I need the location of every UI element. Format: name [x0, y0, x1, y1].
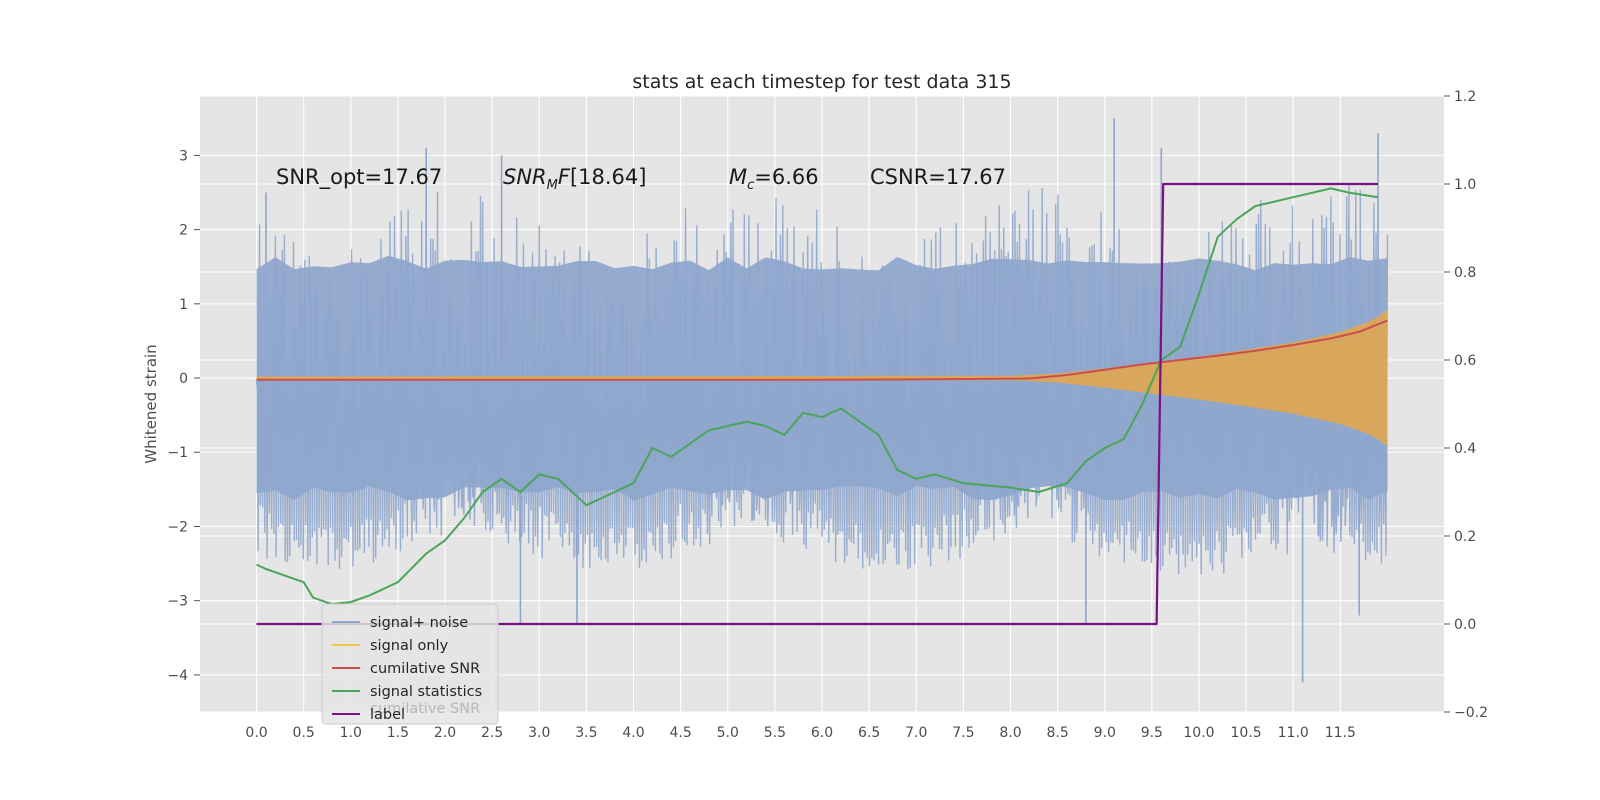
legend-entry: signal+ noise	[370, 615, 468, 631]
legend-entry: signal only	[370, 638, 449, 654]
x-tick-label: 6.0	[811, 725, 833, 741]
signal-only-area	[256, 309, 1388, 447]
y-left-tick-label: −3	[167, 594, 188, 610]
annotation-snr-mf-value: [18.64]	[570, 165, 647, 189]
y-right-tick-label: 1.2	[1454, 89, 1476, 105]
annotation-snr-mf: SNRMF[18.64]	[503, 165, 646, 193]
x-tick-label: 1.0	[340, 725, 362, 741]
x-tick-label: 5.5	[764, 725, 786, 741]
x-tick-label: 6.5	[858, 725, 880, 741]
legend-entry: cumilative SNR	[370, 661, 480, 677]
annotation-snr-opt: SNR_opt=17.67	[276, 165, 442, 190]
x-tick-label: 0.5	[293, 725, 315, 741]
y-right-tick-label: 1.0	[1454, 177, 1476, 193]
x-tick-label: 8.5	[1046, 725, 1068, 741]
y-left-tick-label: −1	[167, 445, 188, 461]
annotation-csnr: CSNR=17.67	[870, 165, 1006, 189]
x-tick-label: 11.0	[1278, 725, 1309, 741]
x-tick-label: 7.0	[905, 725, 927, 741]
x-tick-label: 7.5	[952, 725, 974, 741]
y-right-tick-label: 0.2	[1454, 529, 1476, 545]
legend: cumilative SNR signal+ noise signal only c…	[321, 603, 499, 725]
plot-area	[255, 118, 1389, 683]
x-tick-label: 3.5	[575, 725, 597, 741]
x-tick-label: 9.5	[1141, 725, 1163, 741]
legend-ghost-text: cumilative SNR	[370, 701, 480, 717]
x-tick-label: 10.0	[1183, 725, 1214, 741]
annotation-mc: Mc=6.66	[729, 165, 819, 193]
axes-labels: 0.0 0.5 1.0 1.5 2.0 2.5 3.0 3.5 4.0 4.5 5.0 5.5 6.0 6…	[167, 89, 1488, 741]
x-tick-label: 2.5	[481, 725, 503, 741]
legend-entry: signal statistics	[370, 684, 482, 700]
x-tick-label: 2.0	[434, 725, 456, 741]
legend-entry: label	[370, 707, 405, 723]
y-right-tick-label: 0.4	[1454, 441, 1476, 457]
x-tick-label: 10.5	[1231, 725, 1262, 741]
y-right-tick-label: −0.2	[1454, 705, 1488, 721]
y-left-tick-label: 2	[179, 223, 188, 239]
legend-box	[321, 603, 499, 725]
x-tick-label: 3.0	[528, 725, 550, 741]
x-tick-label: 11.5	[1325, 725, 1356, 741]
x-tick-label: 1.5	[387, 725, 409, 741]
y-axis-label: Whitened strain	[142, 344, 160, 463]
x-tick-label: 5.0	[717, 725, 739, 741]
y-left-tick-label: 3	[179, 148, 188, 164]
y-right-tick-label: 0.8	[1454, 265, 1476, 281]
x-tick-label: 0.0	[245, 725, 267, 741]
x-tick-label: 8.0	[999, 725, 1021, 741]
annotation-mc-value: =6.66	[754, 165, 818, 189]
y-left-tick-label: 0	[179, 371, 188, 387]
x-tick-label: 4.0	[622, 725, 644, 741]
chart-title: stats at each timestep for test data 315	[632, 71, 1011, 93]
signal-statistics-line	[256, 187, 1379, 606]
x-tick-label: 9.0	[1094, 725, 1116, 741]
y-right-tick-label: 0.0	[1454, 617, 1476, 633]
y-left-tick-label: 1	[179, 297, 188, 313]
y-left-tick-label: −2	[167, 519, 188, 535]
cumilative-snr-line	[256, 319, 1388, 381]
x-tick-label: 4.5	[670, 725, 692, 741]
y-left-tick-label: −4	[167, 668, 188, 684]
label-line	[256, 182, 1378, 626]
y-right-tick-label: 0.6	[1454, 353, 1476, 369]
